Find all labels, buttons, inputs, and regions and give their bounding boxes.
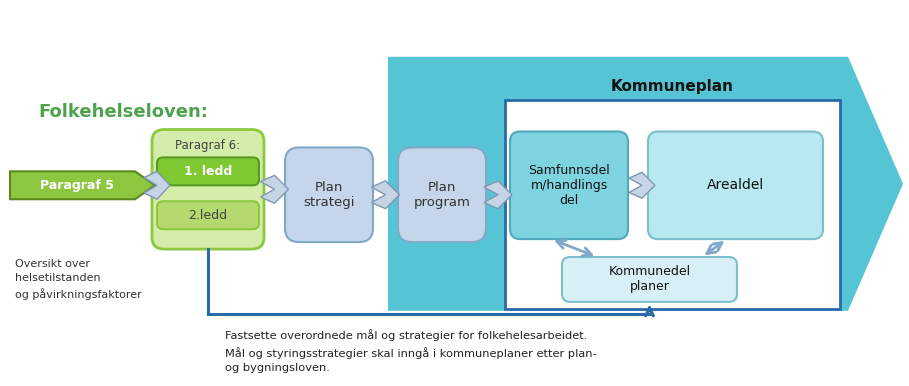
Text: Plan
strategi: Plan strategi: [304, 181, 355, 209]
Text: 1. ledd: 1. ledd: [184, 165, 232, 178]
FancyBboxPatch shape: [157, 201, 259, 229]
FancyBboxPatch shape: [648, 132, 823, 239]
Text: Kommunedel
planer: Kommunedel planer: [608, 266, 691, 293]
Text: Samfunnsdel
m/handlings
del: Samfunnsdel m/handlings del: [528, 164, 610, 207]
Text: Plan
program: Plan program: [414, 181, 471, 209]
FancyBboxPatch shape: [398, 147, 486, 242]
Bar: [505, 100, 840, 309]
Polygon shape: [629, 173, 655, 198]
Text: Folkehelseloven:: Folkehelseloven:: [38, 103, 208, 120]
Text: 2.ledd: 2.ledd: [188, 209, 227, 222]
Text: Oversikt over
helsetilstanden
og påvirkningsfaktorer: Oversikt over helsetilstanden og påvirkn…: [15, 259, 142, 300]
Text: Kommuneplan: Kommuneplan: [611, 79, 734, 94]
Polygon shape: [144, 171, 170, 199]
FancyBboxPatch shape: [285, 147, 373, 242]
Polygon shape: [261, 175, 288, 203]
FancyBboxPatch shape: [157, 157, 259, 185]
Polygon shape: [372, 181, 399, 209]
FancyBboxPatch shape: [152, 130, 264, 249]
FancyBboxPatch shape: [510, 132, 628, 239]
Polygon shape: [388, 57, 903, 311]
Text: Paragraf 6:: Paragraf 6:: [175, 139, 241, 152]
Polygon shape: [484, 181, 512, 209]
Text: Arealdel: Arealdel: [707, 178, 764, 192]
Polygon shape: [10, 171, 155, 199]
Text: Paragraf 5: Paragraf 5: [41, 179, 115, 192]
FancyBboxPatch shape: [562, 257, 737, 302]
Text: Fastsette overordnede mål og strategier for folkehelesarbeidet.
Mål og styringss: Fastsette overordnede mål og strategier …: [225, 329, 596, 373]
